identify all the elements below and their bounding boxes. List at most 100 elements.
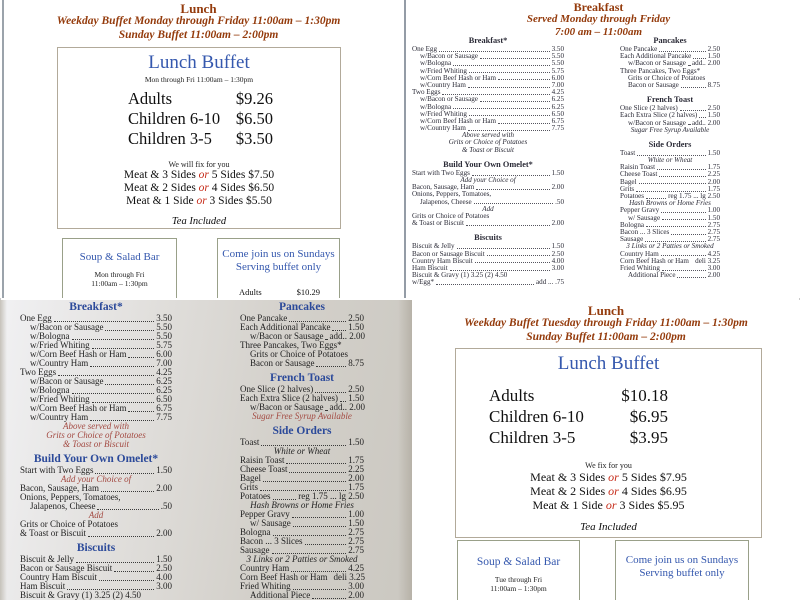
menu-note-red: Add your Choice of <box>460 176 516 184</box>
fix-or: or <box>196 195 207 207</box>
menu-item-row: Grits 1.75 <box>240 483 364 492</box>
item-price: 1.50 <box>707 111 720 120</box>
menu-note: White or Wheat <box>273 446 331 456</box>
dot-leader <box>661 207 706 214</box>
menu-item-row: Two Eggs 4.25 <box>20 368 172 377</box>
price-value: $9.26 <box>235 89 273 108</box>
menu-item-row: Bacon, Sausage, Ham 2.00 <box>20 484 172 493</box>
item-price: 1.75 <box>707 184 720 193</box>
dot-leader <box>87 529 155 537</box>
tea-note: Tea Included <box>580 521 637 533</box>
item-name: w/Country Ham <box>420 80 466 89</box>
item-price: 4.25 <box>551 88 564 97</box>
item-name: w/Fried Whiting <box>30 394 90 404</box>
item-name: Additional Piece <box>628 271 676 280</box>
buffet-box-title: Lunch Buffet <box>148 52 250 73</box>
item-name: Toast <box>240 437 260 447</box>
dot-leader <box>325 403 328 411</box>
item-price: 6.25 <box>156 385 172 395</box>
item-name: w/Bacon or Sausage <box>628 118 686 127</box>
price-label: Children 3-5 <box>128 129 212 148</box>
dot-leader <box>105 377 155 385</box>
item-name: Each Extra Slice (2 halves) <box>620 111 698 120</box>
item-name: Ham Biscuit <box>20 581 66 591</box>
menu-item-row: Raisin Toast 1.75 <box>620 164 720 171</box>
price-value: $3.95 <box>629 428 668 447</box>
item-price: deli 3.25 <box>695 256 720 265</box>
menu-item-row: Grits or Choice of Potatoes <box>250 349 348 359</box>
dot-leader <box>449 265 550 271</box>
item-name: w/Bacon or Sausage <box>30 376 104 386</box>
dot-leader <box>332 323 347 331</box>
menu-item-row: Grits or Choice of Potatoes <box>412 211 490 220</box>
item-price: 6.00 <box>551 73 564 82</box>
dot-leader <box>691 258 693 264</box>
menu-section-heading: Breakfast* <box>468 36 508 45</box>
item-name: Bacon or Sausage <box>628 80 679 89</box>
item-price: 2.50 <box>551 249 564 258</box>
item-price: 2.50 <box>707 45 720 53</box>
price-value: $10.29 <box>296 287 320 297</box>
item-price: add.. 2.00 <box>329 331 365 341</box>
dot-leader <box>67 582 155 590</box>
item-price: 2.00 <box>551 219 564 228</box>
menu-item-row: Each Extra Slice (2 halves) 1.50 <box>620 112 720 119</box>
item-price: 4.25 <box>348 563 364 573</box>
item-price: 2.50 <box>156 563 172 573</box>
menu-item-row: w/Egg* add ... .75 <box>412 279 564 286</box>
menu-item-row: Country Ham Biscuit 4.00 <box>20 573 172 582</box>
menu-item-row: Bacon or Sausage 8.75 <box>240 359 364 368</box>
item-name: Additional Piece <box>250 590 311 600</box>
item-name: Raisin Toast <box>620 163 656 172</box>
breakfast-subtitle: Served Monday through Friday <box>526 13 671 25</box>
price-row: Adults $10.18 <box>489 385 668 406</box>
menu-item-row: One Egg 3.50 <box>412 45 564 53</box>
sunday-box-line: Serving buffet only <box>639 567 725 579</box>
menu-item-row: w/Bologna 6.25 <box>20 386 172 395</box>
fix-or: or <box>198 182 209 194</box>
menu-item-row: w/Bologna 6.25 <box>412 103 564 111</box>
item-price: 6.50 <box>156 394 172 404</box>
menu-item-row: Toast 1.50 <box>620 149 720 157</box>
fix-for-you-title: We fix for you <box>585 461 632 470</box>
buffet-box-title: Lunch Buffet <box>557 353 660 374</box>
menu-item-row: w/Country Ham 7.75 <box>412 124 564 132</box>
menu-section-heading: Build Your Own Omelet* <box>443 159 533 169</box>
menu-item-row: Toast 1.50 <box>240 438 364 447</box>
menu-item-row: Jalapenos, Cheese .50 <box>20 502 172 511</box>
item-name: Potatoes <box>240 491 271 501</box>
menu-item-row: Jalapenos, Cheese .50 <box>412 198 564 206</box>
item-name: w/Bacon or Sausage <box>250 331 324 341</box>
dot-leader <box>662 215 706 221</box>
menu-item-row: Bagel 2.00 <box>620 178 720 186</box>
item-name: Sausage <box>620 235 644 244</box>
item-name: w/Fried Whiting <box>30 340 90 350</box>
item-name: Country Ham <box>240 563 290 573</box>
menu-note-red: Above served with <box>461 131 514 140</box>
sunday-box-line: Come join us on Sundays <box>222 248 335 260</box>
dot-leader <box>465 220 550 226</box>
fix-pre: Meat & 1 Side <box>126 195 197 207</box>
dot-leader <box>439 46 550 52</box>
dot-leader <box>646 193 667 199</box>
price-label: Adults <box>239 287 262 297</box>
dot-leader <box>304 537 347 545</box>
menu-item-row: Bacon ... 3 Slices 2.75 <box>240 537 364 546</box>
buffet-price-list: Adults $9.26 Children 6-10 $6.50 Childre… <box>58 89 340 149</box>
item-name: & Toast or Biscuit <box>412 219 464 228</box>
dot-leader <box>114 564 155 572</box>
fix-post: 3 Sides $5.95 <box>616 498 685 512</box>
menu-note-red: Grits or Choice of Potatoes <box>448 138 528 147</box>
breakfast-menu-photo: Breakfast* One Egg 3.50 w/Bacon or Sausage 5… <box>0 300 412 600</box>
menu-note-red: Add <box>482 204 494 213</box>
item-name: Bacon ... 3 Slices <box>240 536 303 546</box>
dot-leader <box>105 323 155 331</box>
menu-section-heading: Side Orders <box>272 425 332 437</box>
breakfast-menu-print: Breakfast Served Monday through Friday 7… <box>397 0 800 298</box>
dot-leader <box>53 314 155 322</box>
menu-note: Hash Browns or Home Fries <box>250 500 354 510</box>
breakfast-subtitle: 7:00 am – 11:00am <box>554 26 643 38</box>
price-label: Adults <box>128 89 173 108</box>
menu-item-row: w/Fried Whiting 5.75 <box>412 67 564 75</box>
menu-item-row: Grits or Choice of Potatoes <box>20 519 118 529</box>
